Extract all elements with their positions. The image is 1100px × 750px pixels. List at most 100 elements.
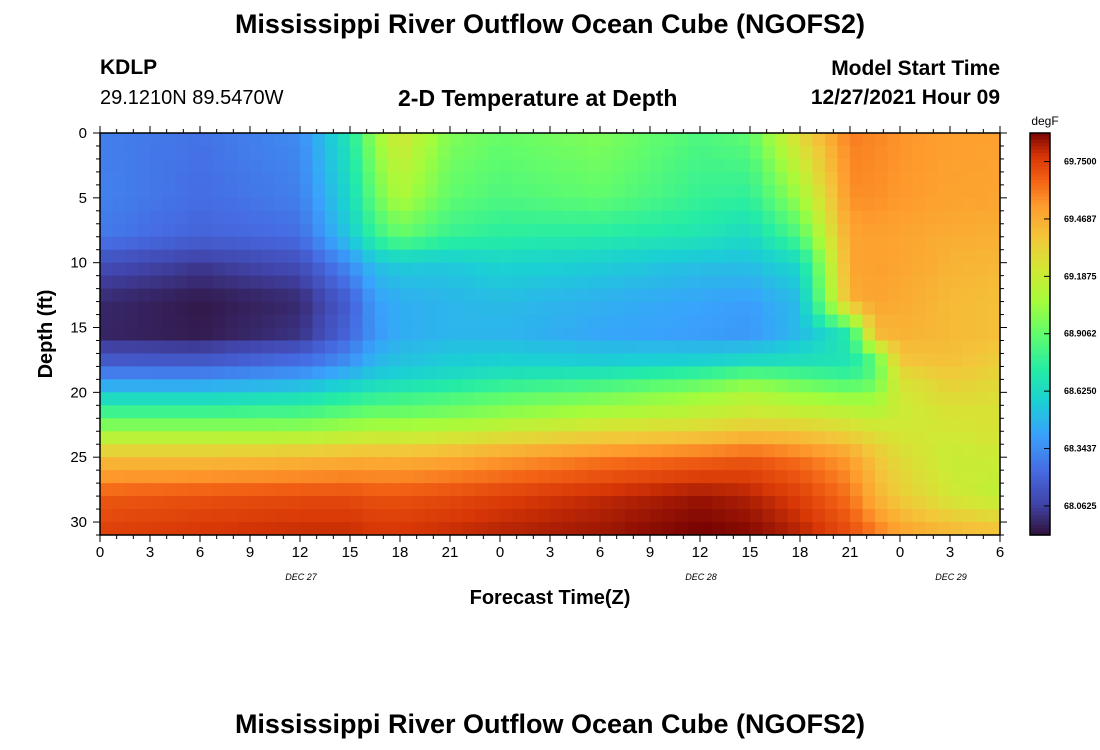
- heatmap-cell: [275, 379, 289, 393]
- heatmap-cell: [350, 340, 364, 355]
- heatmap-cell: [425, 223, 439, 238]
- heatmap-cell: [737, 314, 751, 329]
- heatmap-cell: [887, 444, 901, 458]
- heatmap-cell: [362, 418, 376, 432]
- heatmap-cell: [362, 444, 376, 458]
- heatmap-cell: [925, 431, 939, 445]
- heatmap-cell: [812, 145, 826, 160]
- heatmap-cell: [512, 379, 526, 393]
- heatmap-cell: [937, 340, 951, 355]
- colorbar-segment: [1030, 387, 1050, 392]
- heatmap-cell: [112, 522, 126, 535]
- heatmap-cell: [550, 379, 564, 393]
- heatmap-cell: [125, 418, 139, 432]
- heatmap-cell: [450, 223, 464, 238]
- heatmap-cell: [500, 133, 514, 147]
- heatmap-cell: [950, 223, 964, 238]
- heatmap-cell: [950, 184, 964, 199]
- heatmap-cell: [562, 431, 576, 445]
- heatmap-cell: [500, 431, 514, 445]
- heatmap-cell: [275, 197, 289, 212]
- heatmap-cell: [275, 288, 289, 303]
- heatmap-cell: [775, 158, 789, 173]
- colorbar-segment: [1030, 511, 1050, 516]
- heatmap-cell: [137, 158, 151, 173]
- heatmap-cell: [925, 405, 939, 419]
- heatmap-cell: [387, 171, 401, 186]
- heatmap-cell: [925, 171, 939, 186]
- heatmap-cell: [962, 340, 976, 355]
- heatmap-cell: [100, 379, 114, 393]
- heatmap-cell: [162, 133, 176, 147]
- heatmap-cell: [987, 223, 1000, 238]
- heatmap-cell: [800, 522, 814, 535]
- heatmap-cell: [237, 133, 251, 147]
- heatmap-cell: [737, 392, 751, 406]
- heatmap-cell: [262, 522, 276, 535]
- heatmap-cell: [787, 288, 801, 303]
- heatmap-cell: [525, 171, 539, 186]
- heatmap-cell: [162, 444, 176, 458]
- heatmap-cell: [812, 262, 826, 277]
- heatmap-cell: [800, 158, 814, 173]
- heatmap-cell: [175, 145, 189, 160]
- heatmap-cell: [875, 314, 889, 329]
- x-tick-label: 15: [742, 544, 759, 561]
- heatmap-cell: [775, 288, 789, 303]
- heatmap-cell: [200, 457, 214, 471]
- heatmap-cell: [900, 418, 914, 432]
- heatmap-cell: [450, 197, 464, 212]
- heatmap-cell: [587, 262, 601, 277]
- colorbar-segment: [1030, 260, 1050, 265]
- heatmap-cell: [487, 171, 501, 186]
- heatmap-cell: [475, 496, 489, 510]
- heatmap-cell: [475, 184, 489, 199]
- heatmap-cell: [375, 210, 389, 225]
- heatmap-cell: [312, 133, 326, 147]
- heatmap-cell: [750, 249, 764, 264]
- colorbar-segment: [1030, 240, 1050, 245]
- heatmap-cell: [362, 145, 376, 160]
- heatmap-cell: [337, 158, 351, 173]
- heatmap-cell: [487, 366, 501, 380]
- heatmap-cell: [587, 509, 601, 523]
- heatmap-cell: [287, 171, 301, 186]
- heatmap-cell: [512, 366, 526, 380]
- heatmap-cell: [237, 223, 251, 238]
- heatmap-cell: [475, 405, 489, 419]
- heatmap-cell: [975, 327, 989, 342]
- heatmap-cell: [412, 353, 426, 368]
- heatmap-cell: [925, 522, 939, 535]
- heatmap-cell: [862, 327, 876, 342]
- colorbar-segment: [1030, 471, 1050, 476]
- heatmap-cell: [687, 418, 701, 432]
- heatmap-cell: [837, 288, 851, 303]
- heatmap-cell: [587, 522, 601, 535]
- heatmap-cell: [150, 444, 164, 458]
- heatmap-cell: [100, 301, 114, 316]
- heatmap-cell: [437, 236, 451, 251]
- heatmap-cell: [212, 314, 226, 329]
- heatmap-cell: [375, 327, 389, 342]
- heatmap-cell: [687, 210, 701, 225]
- colorbar-segment: [1030, 163, 1050, 168]
- heatmap-cell: [287, 444, 301, 458]
- heatmap-cell: [462, 249, 476, 264]
- heatmap-cell: [625, 431, 639, 445]
- heatmap-cell: [775, 327, 789, 342]
- heatmap-cell: [950, 314, 964, 329]
- heatmap-cell: [550, 184, 564, 199]
- heatmap-cell: [550, 314, 564, 329]
- heatmap-cell: [525, 145, 539, 160]
- heatmap-cell: [987, 145, 1000, 160]
- heatmap-cell: [912, 171, 926, 186]
- heatmap-cell: [337, 522, 351, 535]
- heatmap-cell: [562, 301, 576, 316]
- heatmap-cell: [387, 483, 401, 497]
- heatmap-cell: [337, 314, 351, 329]
- heatmap-cell: [837, 145, 851, 160]
- heatmap-cell: [462, 353, 476, 368]
- heatmap-cell: [762, 418, 776, 432]
- heatmap-cell: [337, 470, 351, 484]
- heatmap-cell: [762, 145, 776, 160]
